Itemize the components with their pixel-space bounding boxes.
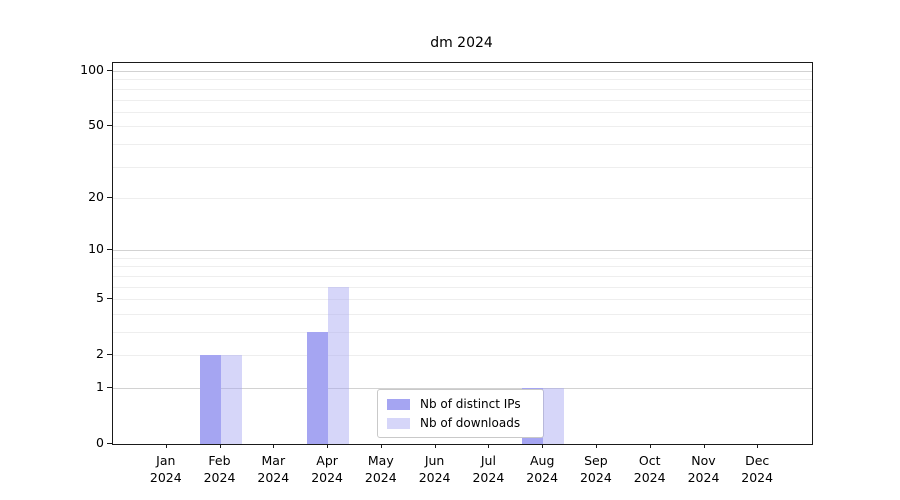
x-tick-year-sep: 2024 bbox=[579, 470, 612, 485]
legend-swatch-distinct-ips bbox=[387, 398, 410, 410]
x-tick-label-apr: Apr 2024 bbox=[295, 452, 359, 486]
x-tick-may bbox=[380, 444, 382, 448]
gridline-8 bbox=[113, 266, 812, 268]
gridline-5 bbox=[113, 299, 812, 301]
x-tick-year-mar: 2024 bbox=[257, 470, 290, 485]
gridline-10 bbox=[113, 250, 812, 252]
x-tick-label-dec: Dec 2024 bbox=[725, 452, 789, 486]
x-tick-mar bbox=[273, 444, 275, 448]
legend: Nb of distinct IPs Nb of downloads bbox=[377, 389, 544, 438]
x-tick-label-feb: Feb 2024 bbox=[188, 452, 252, 486]
gridline-70 bbox=[113, 99, 812, 101]
y-tick-label-10: 10 bbox=[88, 241, 104, 257]
x-tick-jun bbox=[434, 444, 436, 448]
y-tick-label-1: 1 bbox=[96, 379, 104, 394]
legend-label-distinct-ips: Nb of distinct IPs bbox=[420, 397, 521, 411]
x-tick-label-may: May 2024 bbox=[349, 452, 413, 486]
x-tick-dec bbox=[757, 444, 759, 448]
legend-label-downloads: Nb of downloads bbox=[420, 416, 521, 430]
x-tick-jul bbox=[488, 444, 490, 448]
gridline-2 bbox=[113, 355, 812, 357]
x-tick-year-aug: 2024 bbox=[526, 470, 559, 485]
x-tick-nov bbox=[703, 444, 705, 448]
y-tick-5 bbox=[107, 298, 112, 300]
x-tick-sep bbox=[595, 444, 597, 448]
gridline-9 bbox=[113, 257, 812, 259]
x-tick-year-feb: 2024 bbox=[203, 470, 236, 485]
x-tick-label-jul: Jul 2024 bbox=[456, 452, 520, 486]
y-tick-20 bbox=[107, 196, 112, 198]
x-tick-label-mar: Mar 2024 bbox=[241, 452, 305, 486]
bar-distinct-ips-apr bbox=[307, 332, 329, 444]
x-tick-year-apr: 2024 bbox=[311, 470, 343, 485]
x-tick-label-jun: Jun 2024 bbox=[403, 452, 467, 486]
x-tick-aug bbox=[542, 444, 544, 448]
y-tick-label-100: 100 bbox=[80, 62, 104, 77]
x-tick-year-oct: 2024 bbox=[633, 470, 666, 485]
x-tick-label-oct: Oct 2024 bbox=[618, 452, 682, 486]
x-tick-year-dec: 2024 bbox=[741, 470, 774, 485]
gridline-1 bbox=[113, 388, 812, 389]
bar-downloads-apr bbox=[328, 286, 350, 444]
y-tick-100 bbox=[107, 70, 112, 71]
x-tick-feb bbox=[219, 444, 221, 448]
bar-downloads-feb bbox=[220, 355, 242, 444]
y-tick-50 bbox=[107, 125, 112, 127]
y-tick-1 bbox=[107, 387, 112, 388]
x-tick-apr bbox=[327, 444, 329, 448]
chart-title: dm 2024 bbox=[430, 35, 493, 51]
legend-swatch-downloads bbox=[387, 417, 410, 429]
x-tick-year-nov: 2024 bbox=[687, 470, 720, 485]
gridline-80 bbox=[113, 88, 812, 90]
x-tick-jan bbox=[165, 444, 167, 448]
x-tick-label-aug: Aug 2024 bbox=[510, 452, 574, 486]
x-tick-label-jan: Jan 2024 bbox=[134, 452, 198, 486]
legend-item-distinct-ips: Nb of distinct IPs bbox=[387, 397, 543, 411]
gridline-7 bbox=[113, 275, 812, 277]
x-tick-label-nov: Nov 2024 bbox=[672, 452, 736, 486]
gridline-3 bbox=[113, 332, 812, 333]
gridline-4 bbox=[113, 313, 812, 315]
x-tick-year-jan: 2024 bbox=[149, 470, 182, 485]
bar-downloads-aug bbox=[543, 388, 565, 444]
gridline-40 bbox=[113, 143, 812, 145]
y-tick-2 bbox=[107, 354, 112, 356]
gridline-20 bbox=[113, 197, 812, 199]
gridline-100 bbox=[113, 71, 812, 72]
gridline-60 bbox=[113, 111, 812, 113]
x-tick-oct bbox=[649, 444, 651, 448]
y-tick-label-50: 50 bbox=[88, 117, 104, 133]
bar-distinct-ips-feb bbox=[199, 355, 221, 444]
gridline-50 bbox=[113, 126, 812, 128]
x-tick-year-may: 2024 bbox=[364, 470, 397, 485]
y-tick-label-2: 2 bbox=[96, 346, 104, 362]
gridline-90 bbox=[113, 79, 812, 81]
gridline-30 bbox=[113, 166, 812, 168]
x-tick-label-sep: Sep 2024 bbox=[564, 452, 628, 486]
y-tick-label-20: 20 bbox=[88, 188, 104, 204]
x-tick-year-jul: 2024 bbox=[472, 470, 505, 485]
plot-area bbox=[112, 62, 813, 445]
legend-item-downloads: Nb of downloads bbox=[387, 416, 543, 430]
x-tick-year-jun: 2024 bbox=[418, 470, 451, 485]
y-tick-0 bbox=[107, 443, 112, 444]
y-tick-label-0: 0 bbox=[96, 435, 104, 450]
y-tick-label-5: 5 bbox=[96, 290, 104, 306]
gridline-6 bbox=[113, 286, 812, 288]
y-tick-10 bbox=[107, 249, 112, 251]
